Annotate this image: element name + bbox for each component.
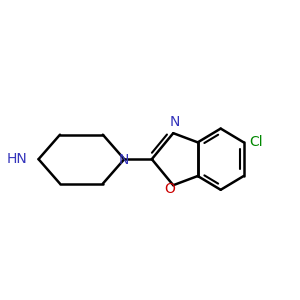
Text: N: N xyxy=(119,153,129,167)
Text: Cl: Cl xyxy=(249,135,263,149)
Text: N: N xyxy=(169,115,180,129)
Text: HN: HN xyxy=(7,152,28,166)
Text: O: O xyxy=(165,182,176,196)
